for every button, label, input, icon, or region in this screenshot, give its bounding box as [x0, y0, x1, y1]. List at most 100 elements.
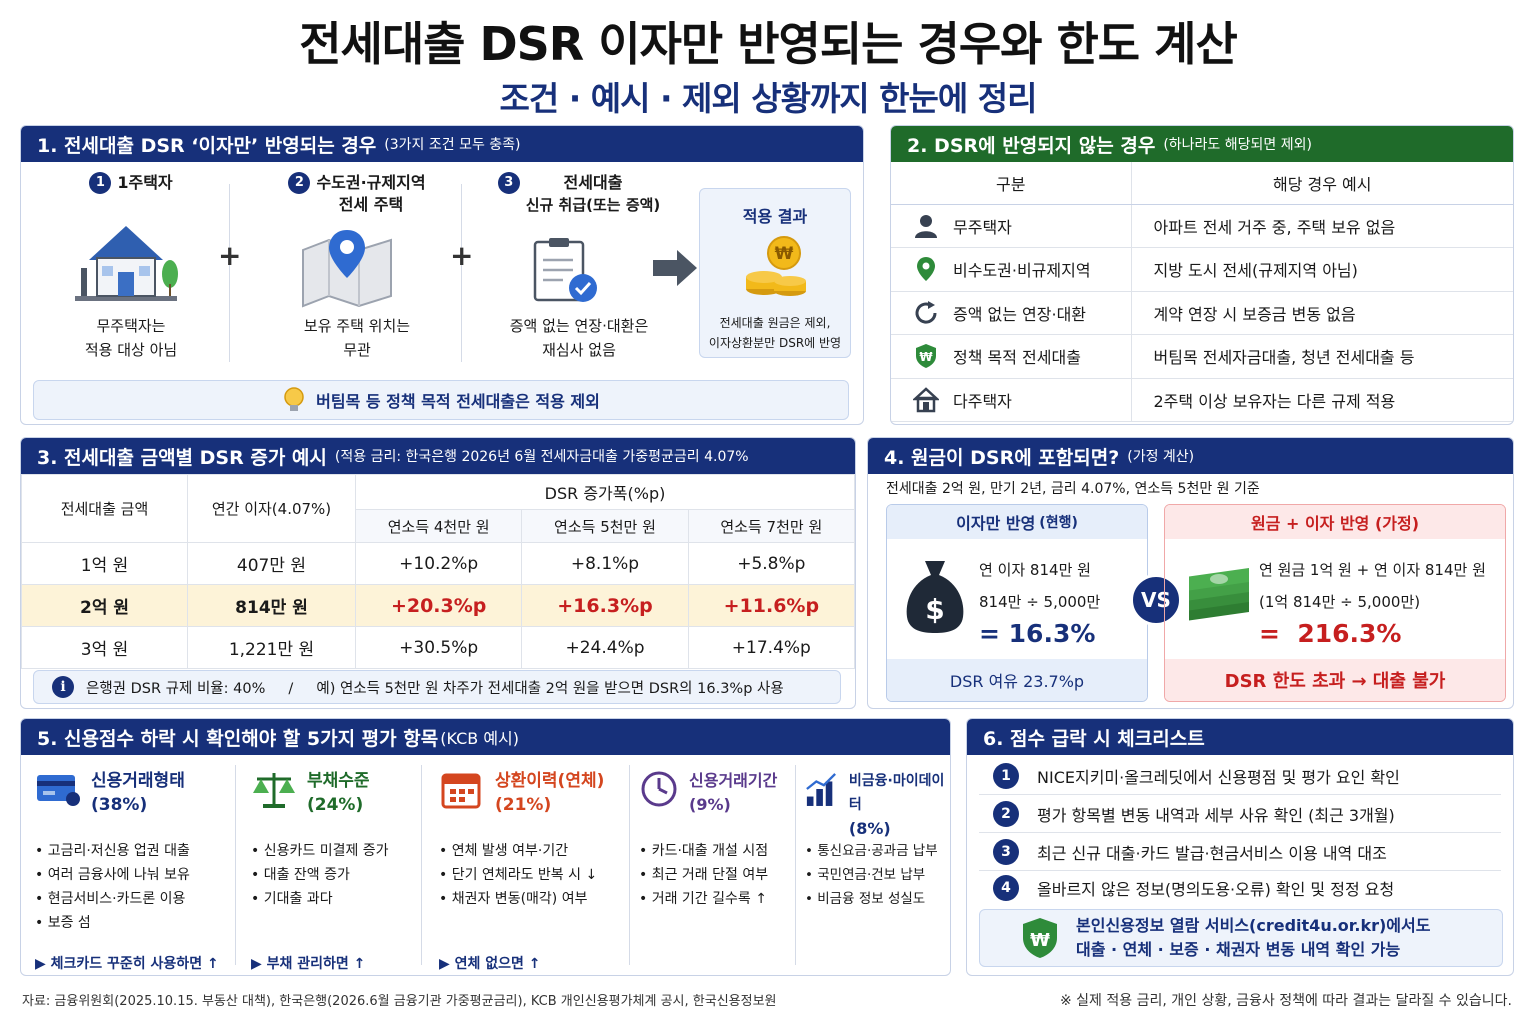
- amount-cell: 3억 원: [21, 626, 188, 669]
- section-5-panel: 5. 신용점수 하락 시 확인해야 할 5가지 평가 항목 (KCB 예시) 신…: [20, 718, 951, 976]
- vs-badge: VS: [1130, 574, 1182, 626]
- interest-only-note: (현행): [1039, 515, 1078, 531]
- svg-text:₩: ₩: [1030, 930, 1050, 951]
- dsr-cell: +30.5%p: [354, 626, 523, 669]
- factor-weight: (24%): [307, 795, 364, 815]
- dsr-cell: +16.3%p: [521, 584, 689, 627]
- calendar-icon: [441, 773, 481, 809]
- factor-item: 고금리·저신용 업권 대출: [35, 839, 190, 863]
- checklist-item: 4 올바르지 않은 정보(명의도용·오류) 확인 및 정정 요청: [979, 869, 1501, 907]
- table-row: 다주택자 2주택 이상 보유자는 다른 규제 적용: [891, 378, 1513, 422]
- principal-interest-line1: 연 원금 1억 원 + 연 이자 814만 원: [1259, 561, 1486, 579]
- example-text: 지방 도시 전세(규제지역 아님): [1131, 247, 1513, 292]
- divider: [235, 765, 236, 965]
- table-row: 증액 없는 연장·대환 계약 연장 시 보증금 변동 없음: [891, 291, 1513, 335]
- example-text: 버팀목 전세자금대출, 청년 전세대출 등: [1131, 334, 1513, 379]
- condition-2-title-line2: 전세 주택: [338, 195, 404, 214]
- balance-scale-icon: [253, 773, 295, 808]
- disclaimer-note: ※ 실제 적용 금리, 개인 상황, 금융사 정책에 따라 결과는 달라질 수 …: [1059, 993, 1512, 1009]
- shield-won-icon: ₩: [1023, 918, 1057, 958]
- clock-icon: [641, 771, 677, 807]
- example-text: 아파트 전세 거주 중, 주택 보유 없음: [1131, 204, 1513, 248]
- factor-tip: ▶ 부채 관리하면 ↑: [251, 956, 366, 972]
- condition-2-desc: 보유 주택 위치는 무관: [257, 314, 457, 362]
- factor-item: 최근 거래 단절 여부: [639, 863, 768, 887]
- section-2-header: 2. DSR에 반영되지 않는 경우 (하나라도 해당되면 제외): [891, 126, 1513, 162]
- condition-1-desc: 무주택자는 적용 대상 아님: [41, 314, 221, 362]
- coins-won-icon: ₩: [746, 236, 806, 296]
- house-illustration-icon: [75, 226, 178, 301]
- factor-items: 신용카드 미결제 증가 대출 잔액 증가 기대출 과다: [251, 839, 389, 911]
- category-label: 다주택자: [953, 391, 1012, 411]
- divider: [229, 184, 230, 362]
- svg-text:₩: ₩: [919, 350, 933, 364]
- section-3-title: 3. 전세대출 금액별 DSR 증가 예시: [37, 446, 327, 469]
- factor-item: 국민연금·건보 납부: [805, 863, 938, 887]
- section-5-header: 5. 신용점수 하락 시 확인해야 할 5가지 평가 항목 (KCB 예시): [21, 719, 950, 755]
- dsr-info-text: 은행권 DSR 규제 비율: 40% / 예) 연소득 5천만 원 차주가 전세…: [86, 680, 784, 697]
- checklist-text: 최근 신규 대출·카드 발급·현금서비스 이용 내역 대조: [1037, 843, 1387, 863]
- dsr-cell: +11.6%p: [687, 584, 855, 627]
- checklist-number: 4: [993, 875, 1019, 901]
- interest-only-result: = 16.3%: [979, 619, 1096, 648]
- condition-2-desc-line1: 보유 주택 위치는: [303, 317, 411, 335]
- factor-item: 카드·대출 개설 시점: [639, 839, 768, 863]
- condition-1-title: 1주택자: [117, 173, 173, 192]
- table-row: 3억 원 1,221만 원 +30.5%p +24.4%p +17.4%p: [21, 626, 855, 669]
- result-box: 적용 결과 ₩ 전세대출 원금은 제외, 이자상환분만 DSR에 반영: [699, 188, 851, 358]
- principal-interest-header: 원금 + 이자 반영 (가정): [1165, 505, 1505, 539]
- factor-item: 단기 연체라도 반복 시 ↓: [439, 863, 597, 887]
- factor-item: 대출 잔액 증가: [251, 863, 389, 887]
- refresh-icon: [915, 300, 937, 324]
- section-4-panel: 4. 원금이 DSR에 포함되면? (가정 계산) 전세대출 2억 원, 만기 …: [867, 437, 1514, 709]
- interest-only-line1: 연 이자 814만 원: [979, 561, 1091, 579]
- house-icon: [913, 387, 939, 412]
- dsr-increase-table: 전세대출 금액 연간 이자(4.07%) DSR 증가폭(%p) 연소득 4천만…: [21, 473, 855, 669]
- service-line1: 본인신용정보 열람 서비스(credit4u.or.kr)에서도: [1076, 916, 1431, 935]
- factor-name: 부채수준: [307, 771, 370, 791]
- amount-cell: 1억 원: [21, 542, 188, 585]
- condition-3: 3 전세대출 신규 취급(또는 증액): [479, 172, 679, 216]
- checklist-text: 평가 항목별 변동 내역과 세부 사유 확인 (최근 3개월): [1037, 805, 1395, 825]
- factor-weight: (9%): [689, 795, 731, 814]
- condition-2-desc-line2: 무관: [343, 341, 371, 359]
- section-5-note: (KCB 예시): [440, 729, 519, 748]
- factor-item: 신용카드 미결제 증가: [251, 839, 389, 863]
- section-6-panel: 6. 점수 급락 시 체크리스트 1 NICE지키미·올크레딧에서 신용평점 및 …: [966, 718, 1514, 976]
- factor-item: 비금융 정보 성실도: [805, 887, 938, 911]
- checklist-number: 1: [993, 762, 1019, 789]
- page-subtitle: 조건 · 예시 · 제외 상황까지 한눈에 정리: [499, 79, 1038, 118]
- checklist-number: 2: [993, 800, 1019, 827]
- category-label: 정책 목적 전세대출: [953, 348, 1081, 368]
- result-title: 적용 결과: [742, 207, 808, 226]
- category-label: 증액 없는 연장·대환: [953, 304, 1087, 324]
- table-row: 1억 원 407만 원 +10.2%p +8.1%p +5.8%p: [21, 542, 855, 585]
- category-label: 비수도권·비규제지역: [953, 261, 1091, 281]
- service-line2: 대출 · 연체 · 보증 · 채권자 변동 내역 확인 가능: [1076, 940, 1401, 959]
- condition-3-desc-line2: 재심사 없음: [542, 341, 616, 359]
- credit-info-service-box: ₩ 본인신용정보 열람 서비스(credit4u.or.kr)에서도 대출 · …: [979, 909, 1503, 967]
- condition-2-number: 2: [288, 172, 311, 194]
- example-text: 2주택 이상 보유자는 다른 규제 적용: [1131, 378, 1513, 422]
- principal-interest-result: = 216.3%: [1259, 619, 1402, 648]
- section-2-note: (하나라도 해당되면 제외): [1163, 137, 1312, 153]
- condition-1-desc-line2: 적용 대상 아님: [84, 341, 178, 359]
- plus-sign-1: +: [218, 239, 242, 272]
- table-row: ₩ 정책 목적 전세대출 버팀목 전세자금대출, 청년 전세대출 등: [891, 334, 1513, 379]
- credit-factor-column: 신용거래기간 (9%) 카드·대출 개설 시점 최근 거래 단절 여부 거래 기간…: [625, 755, 795, 975]
- dsr-cell: +8.1%p: [521, 542, 689, 585]
- factor-item: 보증 섬: [35, 911, 190, 935]
- factor-name: 신용거래기간: [689, 771, 778, 790]
- money-bag-icon: $: [906, 561, 964, 633]
- factor-item: 거래 기간 길수록 ↑: [639, 887, 768, 911]
- factor-item: 연체 발생 여부·기간: [439, 839, 597, 863]
- section-3-note: (적용 금리: 한국은행 2026년 6월 전세자금대출 가중평균금리 4.07…: [334, 449, 749, 465]
- svg-text:₩: ₩: [775, 244, 794, 264]
- divider: [461, 184, 462, 362]
- condition-1-desc-line1: 무주택자는: [96, 317, 166, 335]
- dsr-cell: +24.4%p: [521, 626, 689, 669]
- checklist-item: 3 최근 신규 대출·카드 발급·현금서비스 이용 내역 대조: [979, 833, 1501, 871]
- col-amount: 전세대출 금액: [21, 474, 188, 543]
- person-icon: [915, 214, 937, 238]
- amount-cell: 2억 원: [21, 584, 188, 627]
